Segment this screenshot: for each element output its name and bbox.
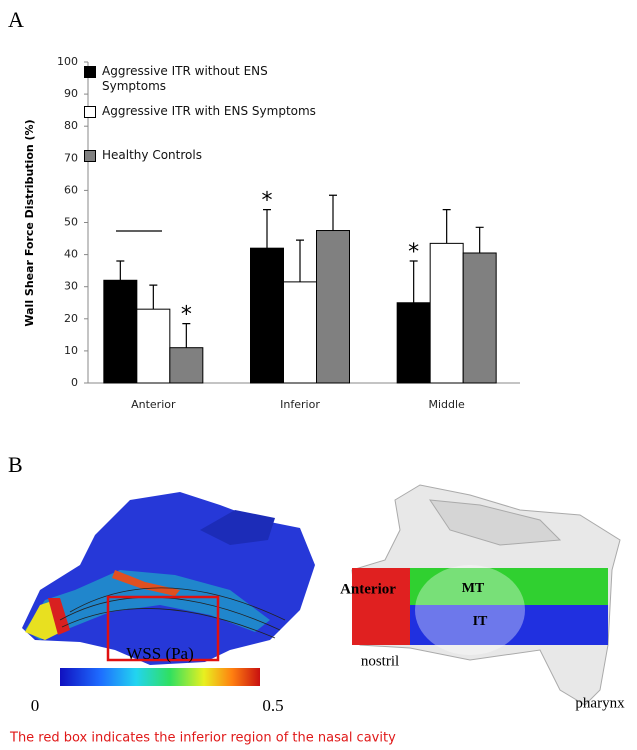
bar: [396, 302, 431, 384]
bar: [169, 347, 204, 384]
legend-swatch: [84, 66, 96, 78]
significance-marker: *: [408, 240, 419, 265]
error-bar: [296, 239, 304, 282]
wss-model: [22, 492, 315, 665]
error-bar: [329, 194, 337, 231]
legend-label: Aggressive ITR without ENS Symptoms: [102, 64, 268, 93]
caption: The red box indicates the inferior regio…: [9, 731, 396, 746]
anterior-label: Anterior: [340, 581, 396, 597]
x-tick-label: Anterior: [131, 398, 176, 411]
error-bar: [409, 260, 418, 303]
y-tick-label: 0: [71, 376, 78, 389]
significance-marker: *: [262, 189, 273, 214]
bar: [103, 279, 138, 384]
y-tick-label: 40: [64, 248, 78, 261]
bar: [250, 247, 284, 384]
error-bar: [442, 209, 451, 244]
region-model: [351, 484, 621, 706]
y-tick-label: 20: [64, 312, 78, 325]
y-tick-label: 100: [57, 55, 78, 68]
legend-label: Healthy Controls: [102, 148, 202, 162]
y-tick-label: 70: [64, 151, 78, 164]
y-tick-label: 10: [64, 344, 78, 357]
panel-label: B: [8, 452, 23, 477]
error-bar: [475, 226, 484, 253]
bar: [283, 281, 317, 384]
error-bar: [263, 209, 271, 249]
legend-label: Aggressive ITR with ENS Symptoms: [102, 104, 316, 118]
colorbar: [60, 668, 260, 686]
error-bar: [116, 260, 125, 281]
bar: [316, 230, 350, 384]
legend-item: Aggressive ITR without ENS Symptoms: [84, 64, 282, 94]
nostril-label: nostril: [361, 653, 399, 669]
y-axis-label: Wall Shear Force Distribution (%): [23, 119, 36, 326]
panel-label: A: [8, 7, 24, 32]
colorbar-max: 0.5: [262, 696, 283, 715]
bar: [136, 308, 171, 384]
legend-item: Aggressive ITR with ENS Symptoms: [84, 104, 316, 119]
it-label: IT: [473, 614, 488, 629]
legend-swatch: [84, 150, 96, 162]
error-bar: [182, 323, 191, 348]
legend-item: Healthy Controls: [84, 148, 202, 163]
bar: [462, 252, 497, 384]
significance-marker: *: [181, 303, 192, 328]
x-tick-label: Inferior: [280, 398, 320, 411]
colorbar-title: WSS (Pa): [126, 644, 194, 663]
mt-label: MT: [462, 581, 485, 596]
legend-swatch: [84, 106, 96, 118]
plot: 0 10 20 30 40 50 60 70 80 90 100 Anterior * Inferior *…: [57, 55, 497, 411]
x-tick-label: Middle: [428, 398, 465, 411]
y-tick-label: 30: [64, 280, 78, 293]
y-tick-label: 80: [64, 119, 78, 132]
y-tick-label: 90: [64, 87, 78, 100]
y-tick-label: 50: [64, 216, 78, 229]
pharynx-label: pharynx: [575, 695, 625, 711]
bar: [429, 242, 464, 384]
error-bar: [149, 284, 158, 310]
y-tick-label: 60: [64, 183, 78, 196]
colorbar-min: 0: [31, 696, 40, 715]
